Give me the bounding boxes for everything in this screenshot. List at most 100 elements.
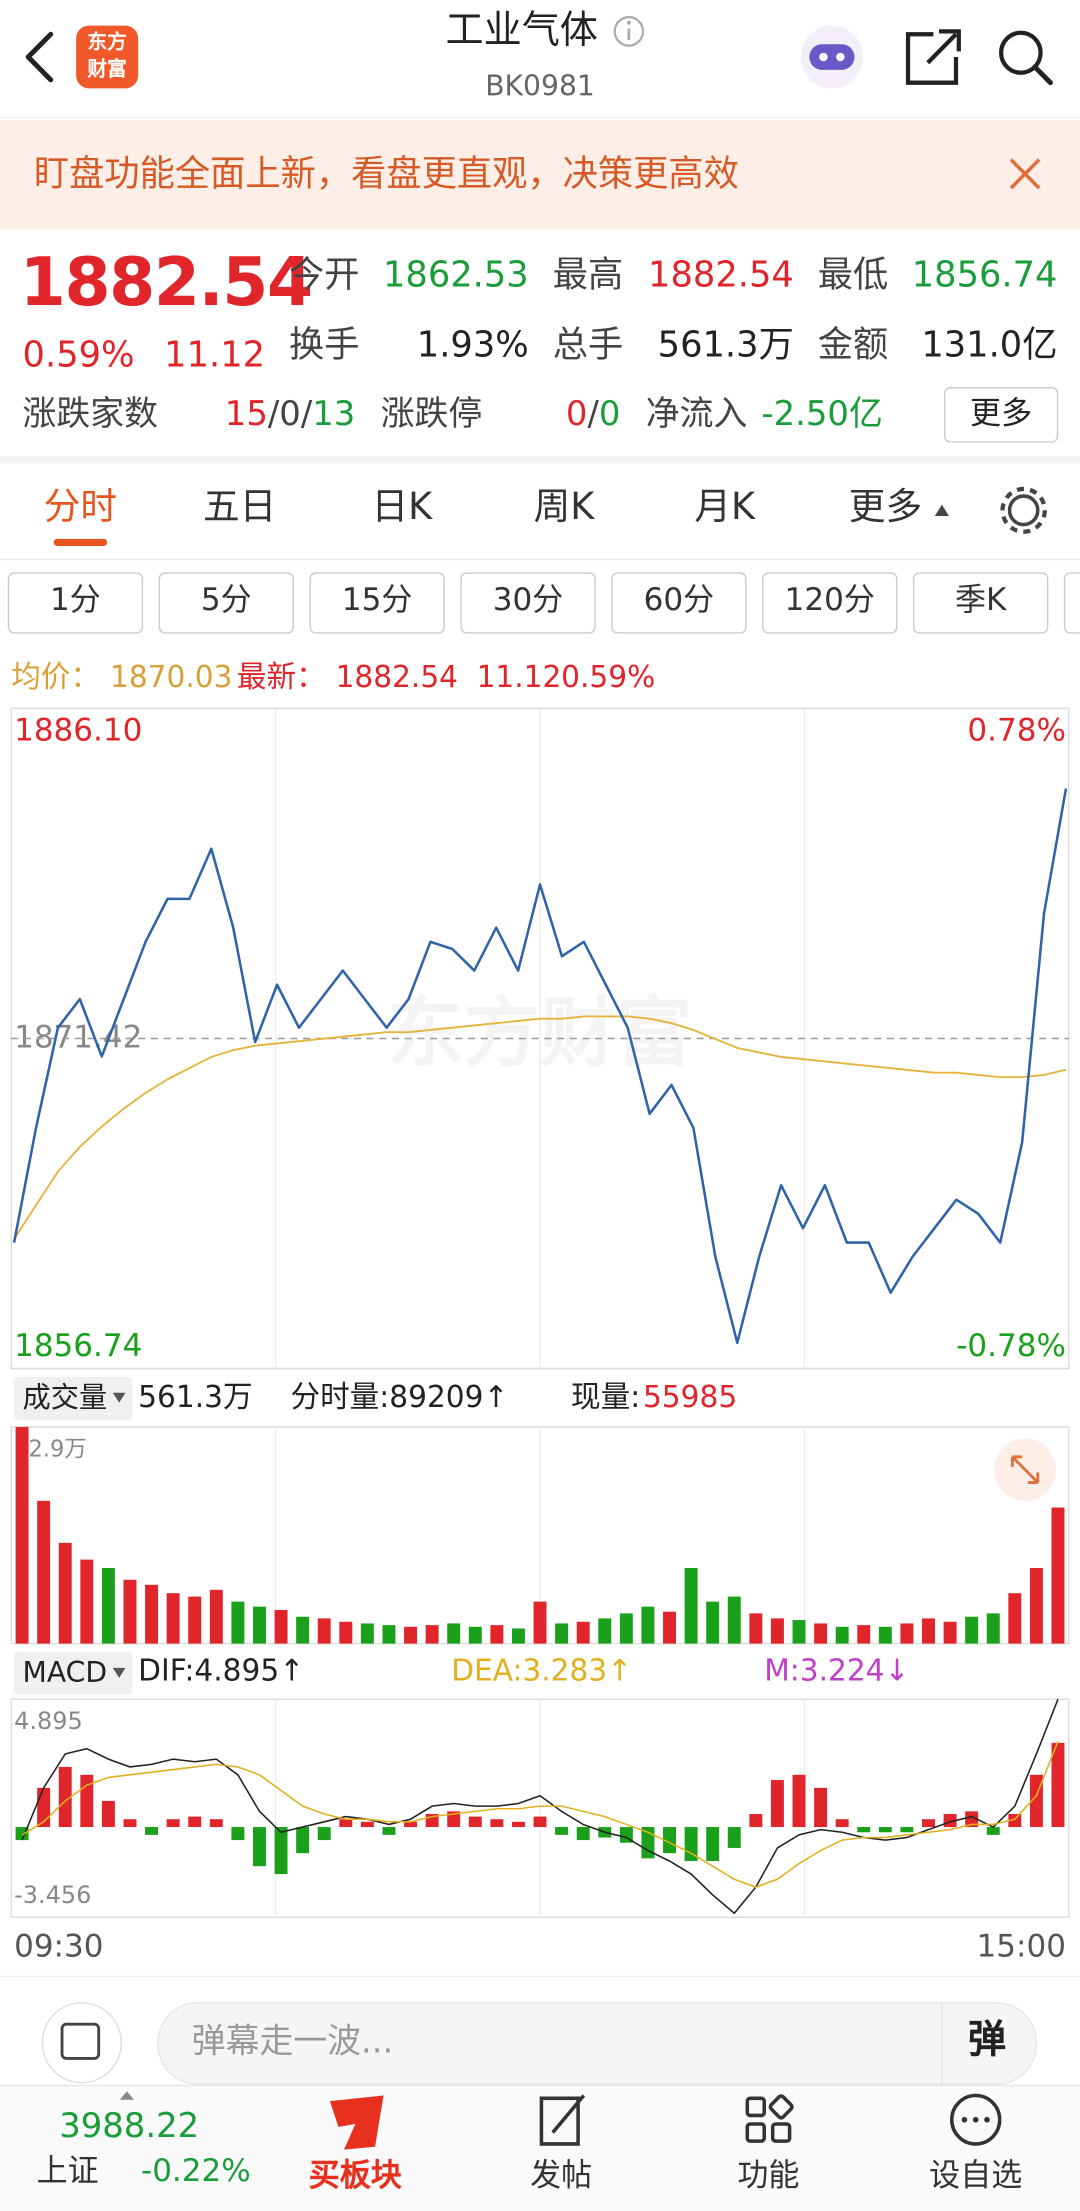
selector-caret	[112, 1392, 126, 1403]
x-tick-label: 15:00	[977, 1928, 1066, 1964]
macd-bar	[641, 1827, 655, 1859]
period-button[interactable]	[912, 572, 1049, 634]
tab[interactable]: 五日	[203, 486, 277, 529]
tab[interactable]: 更多	[848, 486, 923, 529]
period-label[interactable]: 60分	[643, 583, 715, 619]
nav-icon[interactable]	[745, 2094, 794, 2143]
volume-bar	[986, 1613, 1000, 1644]
close-icon[interactable]	[1009, 158, 1041, 190]
tab-underline	[53, 538, 108, 546]
separator: /	[587, 393, 599, 434]
comment-input-bg[interactable]	[157, 2002, 1038, 2085]
tab[interactable]: 周K	[533, 486, 595, 529]
period-button[interactable]	[460, 572, 596, 634]
tab[interactable]: 月K	[694, 486, 756, 529]
period-label[interactable]: 120分	[784, 583, 875, 619]
volume-bar	[360, 1623, 374, 1644]
banner-text[interactable]: 盯盘功能全面上新，看盘更直观，决策更高效	[33, 152, 739, 194]
index-change[interactable]: -0.22%	[141, 2153, 251, 2190]
search-icon[interactable]	[998, 30, 1043, 75]
last-change-pct: 0.59%	[561, 660, 656, 695]
macd-bar	[1051, 1742, 1065, 1828]
nav-item[interactable]: 功能	[737, 2158, 800, 2194]
tab[interactable]: 分时	[43, 486, 118, 529]
field-label: 涨跌停	[380, 393, 483, 434]
field-value: 1.93%	[416, 323, 529, 365]
period-label[interactable]: 30分	[492, 583, 564, 619]
volume-bar	[404, 1626, 418, 1644]
comment-settings-icon[interactable]	[41, 2002, 122, 2084]
header-bg	[0, 0, 1080, 117]
share-icon[interactable]	[905, 29, 961, 85]
macd-selector-bg[interactable]	[14, 1652, 133, 1695]
volume-bar	[663, 1611, 676, 1644]
nav-item[interactable]: 发帖	[530, 2158, 593, 2194]
field-value: 1856.74	[911, 253, 1058, 296]
field-value: 561.3万	[657, 323, 794, 365]
tab[interactable]: 日K	[371, 486, 433, 529]
nav-icon-dot	[961, 2116, 968, 2123]
volume-bar	[58, 1542, 72, 1644]
field-value: 1882.54	[648, 253, 794, 296]
volume-bar	[296, 1616, 310, 1644]
nav-icon[interactable]	[949, 2093, 1002, 2146]
period-label[interactable]: 1分	[50, 583, 101, 619]
macd-bar	[382, 1827, 396, 1835]
period-button[interactable]	[762, 572, 898, 634]
nav-icon-cell	[745, 2122, 766, 2143]
volume-bar	[727, 1596, 741, 1644]
volume-selector[interactable]: 成交量	[22, 1379, 108, 1415]
danmaku-button[interactable]: 弹	[967, 2018, 1007, 2063]
settings-icon[interactable]	[1007, 494, 1040, 527]
macd-selector[interactable]: MACD	[22, 1655, 108, 1690]
volume-bar	[857, 1625, 871, 1644]
y-tick-label: 1856.74	[14, 1328, 142, 1364]
macd-bar	[576, 1827, 590, 1841]
macd-bar	[360, 1821, 374, 1828]
volume-bar	[1029, 1568, 1043, 1644]
info-icon[interactable]	[613, 15, 645, 47]
back-icon[interactable]	[25, 31, 54, 83]
banner-bg	[0, 119, 1080, 230]
last-label: 最新：	[236, 660, 326, 695]
field-label: 最高	[552, 253, 624, 296]
volume-bar	[878, 1626, 892, 1644]
period-button[interactable]	[611, 572, 747, 634]
limit-up: 0	[565, 393, 588, 434]
volume-selector-bg[interactable]	[14, 1377, 133, 1420]
volume-bar	[814, 1623, 828, 1644]
macd-bar	[296, 1827, 310, 1854]
nav-icon[interactable]	[329, 2095, 384, 2150]
search-icon-handle	[1032, 64, 1053, 86]
period-button[interactable]	[309, 572, 445, 634]
volume-bar	[274, 1610, 288, 1644]
index-value[interactable]: 3988.22	[59, 2105, 200, 2146]
volume-bar	[188, 1596, 202, 1644]
nav-icon[interactable]	[539, 2094, 586, 2146]
more-button[interactable]: 更多	[970, 396, 1033, 432]
period-button[interactable]	[158, 572, 294, 634]
period-label[interactable]: 15分	[341, 583, 413, 619]
last-price: 1882.54	[335, 660, 459, 695]
nav-item[interactable]: 买板块	[308, 2158, 402, 2194]
comment-placeholder[interactable]: 弹幕走一波...	[191, 2021, 394, 2062]
macd-bar	[555, 1827, 569, 1835]
index-name[interactable]: 上证	[36, 2153, 99, 2190]
volume-bar	[37, 1500, 51, 1644]
period-label[interactable]: 5分	[200, 583, 252, 619]
period-label[interactable]: 季K	[954, 583, 1007, 619]
y2-tick-label: 0.78%	[967, 712, 1066, 748]
more-button-bg[interactable]	[943, 387, 1059, 443]
volume-bar	[555, 1623, 569, 1644]
period-button[interactable]	[1063, 572, 1080, 634]
macd-bar	[663, 1827, 676, 1854]
volume-bar	[619, 1613, 633, 1644]
macd-bar	[404, 1821, 418, 1828]
nav-item[interactable]: 设自选	[929, 2158, 1023, 2194]
macd-bar	[770, 1780, 784, 1828]
period-button[interactable]	[7, 572, 144, 634]
fall-count: 13	[312, 393, 356, 434]
logo-line: 财富	[87, 58, 127, 82]
